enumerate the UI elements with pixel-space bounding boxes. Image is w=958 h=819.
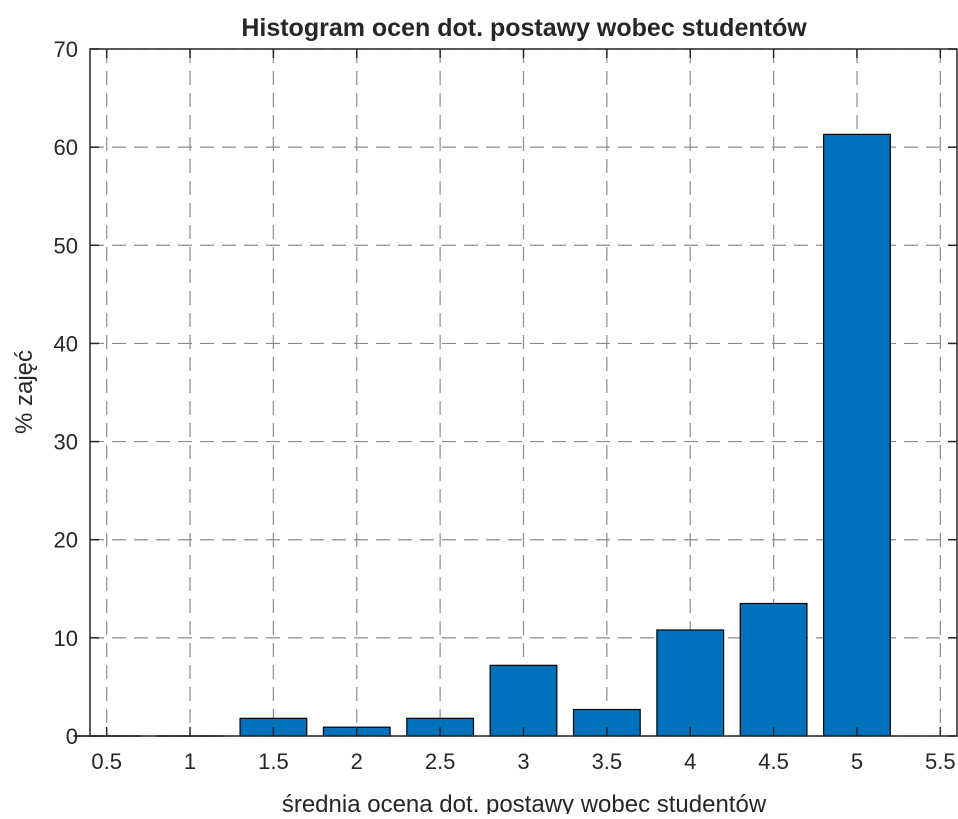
- x-tick-label: 2.5: [425, 749, 456, 774]
- x-tick-label: 3: [517, 749, 529, 774]
- y-tick-label: 30: [54, 430, 78, 455]
- tick-labels: 0.5 1 1.5 2 2.5 3 3.5 4 4.5 5 5.5 0 10 20 30 40 50 60 70: [54, 37, 956, 774]
- y-tick-label: 20: [54, 528, 78, 553]
- ticks: [90, 48, 957, 737]
- y-tick-label: 50: [54, 233, 78, 258]
- chart-title: Histogram ocen dot. postawy wobec studen…: [241, 14, 807, 42]
- histogram-bar: [656, 629, 725, 737]
- y-tick-label: 60: [54, 135, 78, 160]
- x-tick-label: 1.5: [258, 749, 289, 774]
- y-tick-label: 40: [54, 331, 78, 356]
- y-tick-label: 0: [66, 724, 78, 749]
- x-axis-label: średnia ocena dot. postawy wobec student…: [282, 791, 767, 814]
- y-axis-label: % zajęć: [11, 350, 38, 434]
- y-tick-label: 10: [54, 626, 78, 651]
- x-tick-label: 0.5: [91, 749, 122, 774]
- x-tick-label: 2: [351, 749, 363, 774]
- x-tick-label: 4.5: [758, 749, 789, 774]
- x-tick-label: 5.5: [925, 749, 956, 774]
- x-tick-label: 3.5: [592, 749, 623, 774]
- histogram-bar: [489, 664, 558, 737]
- x-tick-label: 5: [851, 749, 863, 774]
- y-tick-label: 70: [54, 37, 78, 62]
- x-tick-label: 1: [184, 749, 196, 774]
- x-tick-label: 4: [684, 749, 696, 774]
- bars: [73, 133, 891, 737]
- histogram-bar: [823, 133, 891, 737]
- histogram-bar: [739, 602, 808, 737]
